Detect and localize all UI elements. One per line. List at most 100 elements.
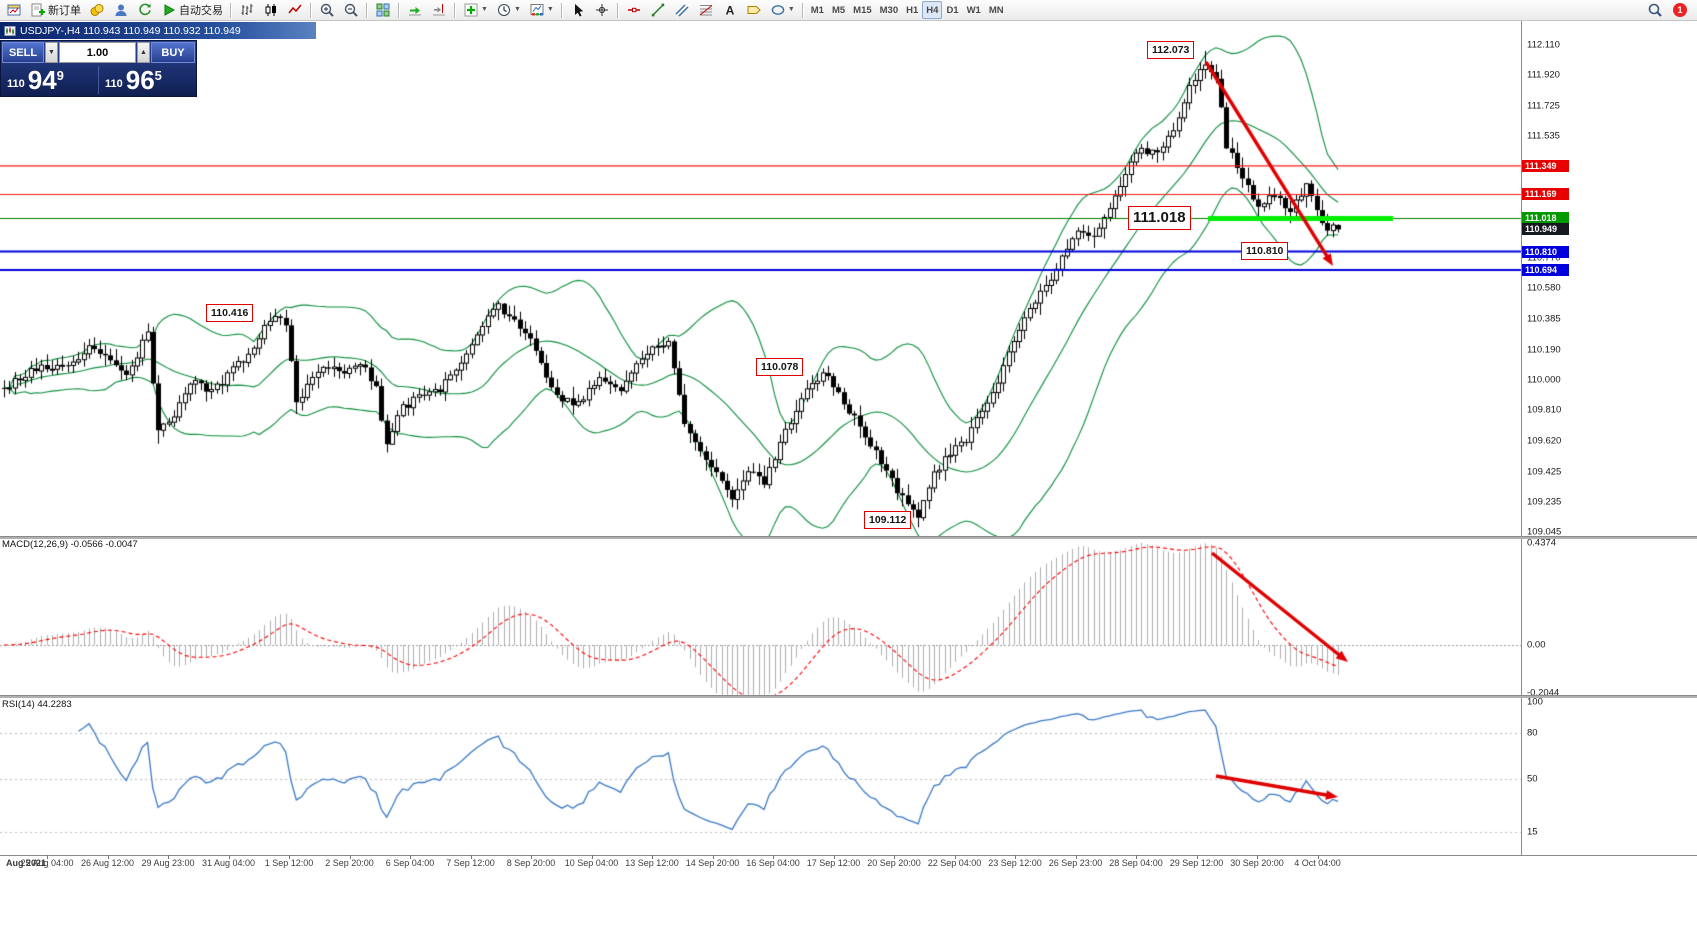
tf-h4-label: H4 (926, 4, 939, 16)
time-axis-label: 4 Oct 04:00 (1294, 858, 1341, 868)
time-axis-tick (591, 855, 593, 859)
auto-scroll-button[interactable] (403, 1, 427, 19)
toolbar-separator (366, 2, 368, 18)
shapes-button[interactable]: ▼ (766, 1, 799, 19)
time-axis-label: 29 Aug 23:00 (141, 858, 195, 868)
price-tick: 109.235 (1527, 496, 1562, 508)
time-axis-tick (1196, 855, 1198, 859)
tf-d1[interactable]: D1 (942, 1, 962, 19)
cursor-button[interactable] (566, 1, 590, 19)
crosshair-button[interactable] (590, 1, 614, 19)
ask-price[interactable]: 110 96 5 (99, 64, 196, 96)
trendline-button[interactable] (646, 1, 670, 19)
periods-button[interactable]: ▼ (492, 1, 525, 19)
text-button[interactable]: A (718, 1, 742, 19)
candle-chart-button[interactable] (259, 1, 283, 19)
price-callout[interactable]: 109.112 (864, 511, 912, 529)
arrow-label-button[interactable] (742, 1, 766, 19)
time-axis-tick (954, 855, 956, 859)
time-axis-tick (1257, 855, 1258, 859)
time-axis-tick (894, 855, 895, 859)
time-axis-label: 2 Sep 20:00 (325, 858, 374, 868)
volume-increase-button[interactable]: ▲ (137, 42, 150, 63)
price-callout[interactable]: 111.018 (1128, 206, 1191, 230)
refresh-icon (139, 3, 151, 16)
price-callout[interactable]: 110.810 (1241, 242, 1289, 260)
time-axis-label: 1 Sep 12:00 (264, 858, 314, 868)
price-tick: 110.000 (1527, 374, 1561, 386)
account-icon (115, 4, 127, 16)
tile-windows-button[interactable] (371, 1, 395, 19)
time-axis-tick (289, 855, 290, 859)
time-axis-tick (1075, 855, 1077, 859)
svg-text:A: A (725, 4, 734, 18)
price-callout[interactable]: 112.073 (1147, 41, 1195, 59)
clock-icon (497, 4, 510, 16)
tf-m30[interactable]: M30 (876, 1, 902, 19)
zoom-in-button[interactable] (315, 1, 339, 19)
search-button[interactable] (1643, 1, 1667, 19)
templates-button[interactable]: ▼ (525, 1, 558, 19)
time-axis-tick (773, 855, 774, 859)
chart-shift-button[interactable] (427, 1, 451, 19)
time-axis-label: 31 Aug 04:00 (201, 858, 256, 868)
fibonacci-button[interactable] (694, 1, 718, 19)
rsi-panel-canvas[interactable] (0, 697, 1522, 855)
price-divider (98, 66, 99, 94)
sell-button[interactable]: SELL (2, 42, 44, 63)
time-axis-tick (349, 855, 351, 859)
tf-m5[interactable]: M5 (828, 1, 849, 19)
tf-h4[interactable]: H4 (922, 1, 943, 19)
tf-mn[interactable]: MN (985, 1, 1008, 19)
bar-chart-button[interactable] (235, 1, 259, 19)
notifications-badge[interactable]: 1 (1673, 3, 1687, 17)
new-order-button[interactable]: 新订单 (26, 1, 85, 19)
tf-m5-label: M5 (831, 4, 846, 16)
trendline-icon (651, 3, 665, 17)
line-chart-button[interactable] (283, 1, 307, 19)
refresh-button[interactable] (133, 1, 157, 19)
price-axis-separator (1521, 20, 1522, 855)
time-axis-label: 20 Sep 20:00 (867, 858, 921, 868)
bid-price[interactable]: 110 94 9 (1, 64, 98, 96)
indicators-button[interactable]: ▼ (459, 1, 492, 19)
tf-m15[interactable]: M15 (849, 1, 875, 19)
time-axis-label: 26 Aug 12:00 (80, 858, 135, 868)
hline-icon (627, 7, 640, 13)
zoom-out-icon (344, 3, 358, 17)
time-axis-label: 7 Sep 12:00 (446, 858, 495, 868)
ask-price-big: 96 (125, 65, 155, 95)
channel-button[interactable] (670, 1, 694, 19)
tf-h1[interactable]: H1 (902, 1, 922, 19)
chart-title-bar[interactable]: USDJPY-,H4 110.943 110.949 110.932 110.9… (0, 22, 316, 39)
account-button[interactable] (109, 1, 133, 19)
buy-button[interactable]: BUY (151, 42, 195, 63)
time-axis-tick (228, 855, 230, 859)
price-callout[interactable]: 110.078 (756, 358, 804, 376)
hline-button[interactable] (622, 1, 646, 19)
rsi-panel-splitter[interactable] (0, 695, 1697, 698)
tile-windows-icon (376, 3, 390, 17)
autotrading-button[interactable]: 自动交易 (157, 1, 227, 19)
tf-w1-label: W1 (966, 4, 981, 16)
tf-m1-label: M1 (810, 4, 824, 16)
price-callout[interactable]: 110.416 (206, 304, 254, 322)
main-chart-canvas[interactable] (0, 20, 1522, 537)
crosshair-icon (595, 4, 608, 16)
chart-shift-icon (433, 4, 445, 16)
volume-decrease-button[interactable]: ▼ (45, 42, 58, 63)
one-click-prices: 110 94 9 110 96 5 (1, 64, 196, 96)
chart-window-icon (7, 4, 21, 16)
tf-w1[interactable]: W1 (963, 1, 985, 19)
play-icon (164, 4, 176, 16)
volume-input[interactable] (59, 42, 136, 63)
chart-window-button[interactable] (2, 1, 26, 19)
deposit-button[interactable] (85, 1, 109, 19)
time-axis-tick (833, 855, 835, 859)
tf-m1[interactable]: M1 (807, 1, 828, 19)
macd-panel-splitter[interactable] (0, 536, 1697, 539)
zoom-out-button[interactable] (339, 1, 363, 19)
caret-down-icon: ▼ (546, 6, 554, 13)
macd-panel-canvas[interactable] (0, 537, 1522, 697)
